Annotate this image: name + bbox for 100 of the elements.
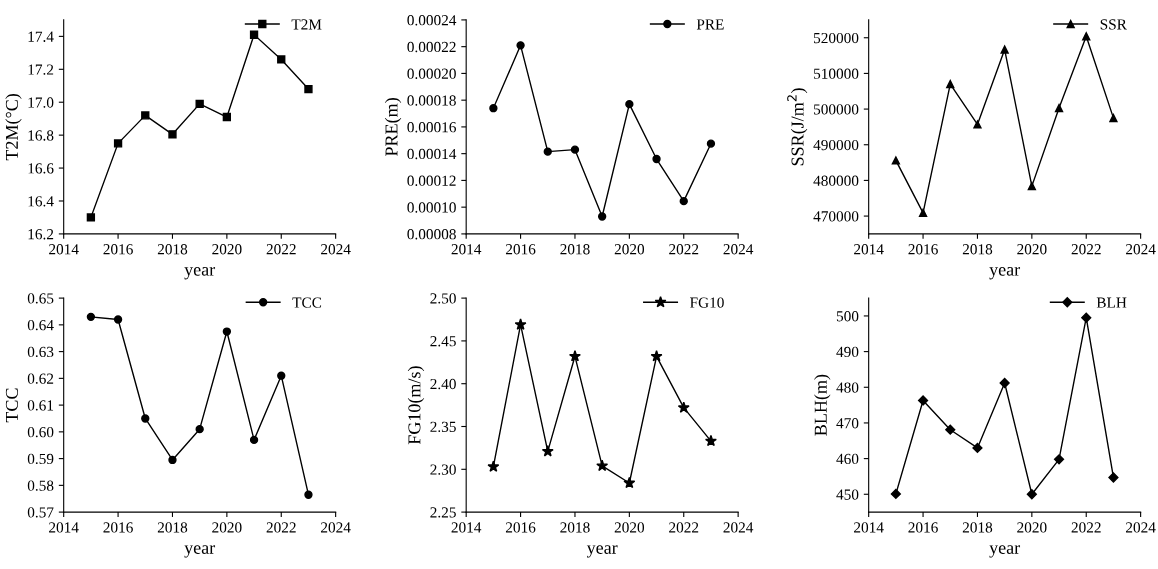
point bbox=[168, 455, 177, 465]
y-tick-label: 0.00018 bbox=[407, 95, 456, 106]
y-tick-label: 16.2 bbox=[28, 229, 54, 240]
point bbox=[570, 145, 580, 154]
y-tick-label: 460 bbox=[836, 453, 859, 465]
y-tick-label: 0.64 bbox=[27, 320, 54, 331]
point bbox=[677, 401, 690, 413]
y-tick-label: 0.62 bbox=[27, 373, 54, 384]
legend-label: SSR bbox=[1100, 19, 1127, 30]
x-tick-label: 2018 bbox=[157, 522, 188, 533]
y-tick-label: 0.00008 bbox=[407, 229, 456, 240]
point bbox=[596, 459, 609, 472]
x-tick-label: 2018 bbox=[157, 244, 188, 255]
x-tick-label: 2018 bbox=[962, 244, 993, 255]
x-tick-label: 2016 bbox=[505, 522, 536, 533]
point bbox=[973, 120, 982, 129]
y-axis-title: T2M(°C) bbox=[5, 94, 22, 161]
y-tick-label: 0.59 bbox=[27, 453, 54, 465]
point bbox=[1082, 32, 1091, 41]
x-tick-label: 2014 bbox=[49, 244, 79, 255]
y-tick-label: 2.30 bbox=[430, 464, 456, 475]
point bbox=[277, 55, 286, 64]
y-tick-label: 470000 bbox=[813, 211, 859, 222]
y-tick-label: 0.00022 bbox=[407, 41, 456, 53]
point bbox=[516, 41, 525, 50]
point bbox=[113, 315, 123, 324]
point bbox=[1108, 472, 1119, 483]
point bbox=[623, 476, 636, 489]
legend-label: BLH bbox=[1096, 297, 1127, 308]
point bbox=[1054, 103, 1064, 113]
y-tick-label: 16.6 bbox=[28, 163, 54, 174]
x-tick-label: 2016 bbox=[103, 244, 133, 255]
x-tick-label: 2016 bbox=[505, 244, 536, 255]
point bbox=[972, 442, 983, 454]
y-tick-label: 2.25 bbox=[430, 507, 456, 518]
legend-label: T2M bbox=[291, 19, 322, 30]
legend-label: PRE bbox=[696, 19, 724, 30]
y-tick-label: 0.00016 bbox=[407, 122, 456, 133]
y-tick-label: 0.00024 bbox=[407, 15, 457, 26]
point bbox=[1081, 312, 1092, 323]
legend-label: TCC bbox=[292, 297, 322, 308]
y-tick-label: 480000 bbox=[813, 175, 859, 186]
x-tick-label: 2022 bbox=[1071, 244, 1101, 255]
y-tick-label: 520000 bbox=[814, 32, 859, 44]
y-tick-label: 0.60 bbox=[27, 426, 54, 438]
x-tick-label: 2024 bbox=[321, 522, 351, 533]
point bbox=[141, 111, 150, 120]
x-tick-label: 2022 bbox=[669, 522, 699, 533]
point bbox=[679, 196, 688, 206]
legend-label: FG10 bbox=[690, 297, 724, 308]
point bbox=[1026, 489, 1037, 500]
y-tick-label: 450 bbox=[836, 489, 859, 500]
point bbox=[999, 377, 1010, 389]
x-tick-label: 2024 bbox=[321, 244, 351, 255]
point bbox=[650, 350, 663, 362]
point bbox=[918, 208, 928, 218]
point bbox=[890, 488, 901, 500]
y-axis-title: BLH(m) bbox=[814, 374, 831, 436]
x-tick-label: 2022 bbox=[1071, 522, 1101, 533]
point bbox=[195, 99, 204, 109]
y-axis-title: SSR(J/m$^{2}$) bbox=[787, 88, 808, 166]
x-tick-label: 2022 bbox=[266, 244, 296, 255]
x-tick-label: 2016 bbox=[908, 244, 938, 255]
point bbox=[487, 460, 500, 472]
y-tick-label: 17.0 bbox=[28, 97, 54, 108]
y-tick-label: 500 bbox=[836, 311, 859, 322]
y-axis-title: PRE(m) bbox=[384, 98, 402, 156]
y-tick-label: 2.50 bbox=[430, 293, 456, 304]
point bbox=[86, 312, 96, 321]
point bbox=[514, 318, 527, 330]
y-tick-label: 0.00014 bbox=[407, 148, 457, 160]
y-axis-title: TCC bbox=[5, 388, 19, 423]
y-tick-label: 2.35 bbox=[430, 421, 456, 433]
y-tick-label: 0.57 bbox=[27, 507, 54, 518]
y-tick-label: 17.2 bbox=[28, 64, 54, 75]
point bbox=[597, 212, 607, 221]
x-axis-title: year bbox=[989, 267, 1021, 280]
x-tick-label: 2020 bbox=[1017, 522, 1047, 533]
point bbox=[625, 100, 634, 109]
y-tick-label: 0.00020 bbox=[407, 68, 456, 79]
point bbox=[195, 425, 204, 434]
point bbox=[113, 139, 123, 148]
point bbox=[568, 350, 581, 362]
x-tick-label: 2016 bbox=[103, 522, 133, 533]
x-axis-title: year bbox=[989, 545, 1021, 558]
point bbox=[141, 414, 150, 423]
point bbox=[489, 104, 498, 113]
y-tick-label: 510000 bbox=[814, 68, 859, 79]
x-tick-label: 2018 bbox=[560, 522, 590, 533]
x-tick-label: 2024 bbox=[723, 244, 754, 255]
x-tick-label: 2020 bbox=[614, 244, 645, 255]
point bbox=[1000, 45, 1009, 54]
y-tick-label: 0.61 bbox=[27, 400, 54, 411]
x-tick-label: 2014 bbox=[854, 522, 884, 533]
y-tick-label: 500000 bbox=[814, 104, 859, 115]
point bbox=[277, 371, 286, 380]
point bbox=[249, 435, 259, 445]
x-tick-label: 2020 bbox=[212, 244, 242, 255]
x-axis-title: year bbox=[586, 545, 618, 558]
point bbox=[706, 139, 716, 148]
